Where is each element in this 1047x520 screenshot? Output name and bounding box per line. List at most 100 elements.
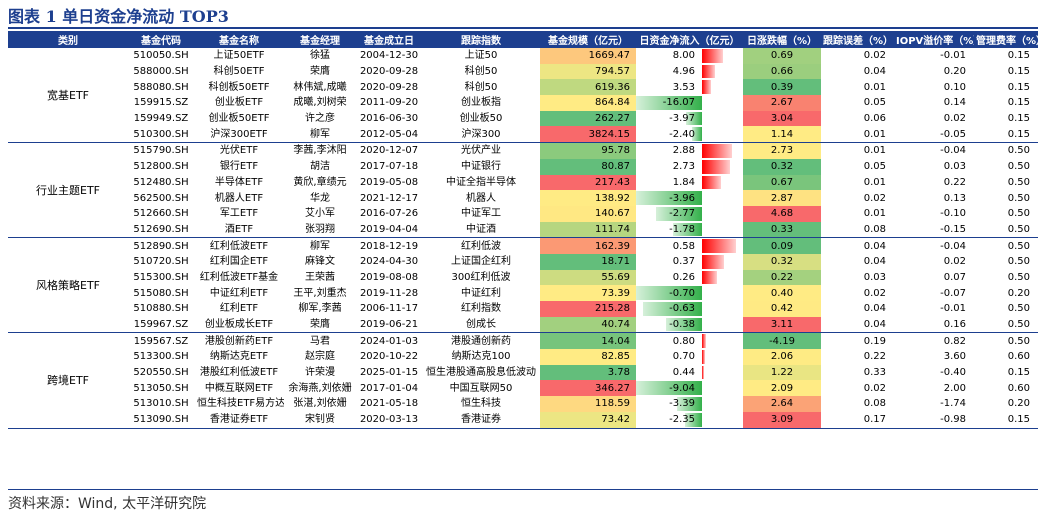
tracking-error: 0.05 [863, 161, 886, 173]
table-row: 513300.SH 纳斯达克ETF 赵宗庭 2020-10-22 纳斯达克100 82.8… [8, 349, 1038, 365]
daily-change: 0.32 [743, 158, 821, 175]
net-inflow-value: 0.37 [672, 256, 695, 268]
tracking-error: 0.22 [863, 351, 886, 363]
fund-name: 创业板ETF [214, 97, 264, 109]
net-inflow: -2.77 [636, 206, 743, 222]
fund-manager: 宋钊贤 [284, 411, 356, 429]
tracking-error: 0.02 [863, 287, 886, 299]
net-inflow: 0.80 [636, 333, 743, 349]
net-inflow: 2.73 [636, 159, 743, 175]
fund-code: 588080.SH [133, 81, 189, 93]
iopv-premium: 0.20 [943, 66, 966, 78]
table-row: 512480.SH 半导体ETF 黄欣,章绩元 2019-05-08 中证全指半导体 21… [8, 174, 1038, 191]
fund-name: 港股红利低波ETF [199, 367, 279, 379]
tracking-error: 0.04 [863, 240, 886, 252]
flow-bar [702, 239, 737, 253]
tracking-index: 创业板50 [459, 113, 503, 125]
inception-date: 2006-11-17 [359, 303, 419, 315]
fund-manager: 马君 [310, 335, 330, 347]
fund-code: 513010.SH [133, 398, 189, 410]
inception-date: 2018-12-19 [359, 240, 419, 252]
iopv-premium: 0.03 [943, 161, 966, 173]
inception-date: 2024-01-03 [359, 335, 419, 347]
management-fee: 0.50 [1007, 208, 1030, 220]
tracking-index: 红利低波 [461, 240, 501, 252]
col-header: 跟踪误差（%） [821, 31, 894, 48]
fund-code: 159915.SZ [133, 97, 189, 109]
fund-scale: 111.74 [540, 221, 636, 239]
iopv-premium: -0.40 [940, 367, 966, 379]
daily-change: 2.67 [743, 95, 821, 111]
col-header: 基金规模（亿元） [540, 31, 636, 48]
tracking-error: 0.08 [821, 221, 894, 239]
flow-bar [666, 317, 703, 332]
net-inflow-value: -16.07 [662, 97, 695, 109]
management-fee: 0.15 [1007, 113, 1030, 125]
net-inflow: -2.35 [636, 411, 743, 429]
col-header: 日涨跌幅（%） [743, 31, 821, 48]
net-inflow: -9.04 [636, 380, 743, 396]
inception-date: 2004-12-30 [359, 50, 419, 62]
fund-scale: 18.71 [540, 253, 636, 270]
net-inflow-value: 2.88 [672, 145, 695, 157]
iopv-premium: -0.10 [940, 208, 966, 220]
fund-name: 港股创新药ETF [204, 335, 274, 347]
fund-manager: 胡洁 [310, 161, 330, 173]
fund-scale: 1669.47 [540, 48, 636, 64]
fund-scale: 3.78 [540, 364, 636, 381]
inception-date: 2025-01-15 [359, 367, 419, 379]
net-inflow: -1.78 [636, 221, 743, 239]
iopv-premium: 0.13 [943, 192, 966, 204]
flow-bar [685, 111, 703, 126]
tracking-error: 0.04 [863, 256, 886, 268]
management-fee: 0.50 [1007, 256, 1030, 268]
inception-date: 2017-01-04 [359, 382, 419, 394]
flow-bar [702, 80, 712, 95]
net-inflow-value: -2.35 [669, 414, 695, 426]
net-inflow-value: 3.53 [672, 81, 695, 93]
fund-manager: 许荣漫 [305, 367, 335, 379]
tracking-error: 0.17 [821, 411, 894, 429]
source-note: 资料来源：Wind, 太平洋研究院 [8, 496, 207, 512]
tracking-error: 0.02 [863, 50, 886, 62]
net-inflow-value: -9.04 [669, 382, 695, 394]
fund-scale: 864.84 [540, 95, 636, 111]
net-inflow-value: 0.26 [672, 271, 695, 283]
tracking-error: 0.19 [863, 335, 886, 347]
iopv-premium: 0.22 [943, 176, 966, 188]
daily-change: 0.33 [743, 221, 821, 239]
net-inflow: -16.07 [636, 95, 743, 111]
net-inflow-value: -0.63 [669, 303, 695, 315]
table-row: 510720.SH 红利国企ETF 麻锋文 2024-04-30 上证国企红利 18.71… [8, 253, 1038, 270]
fund-code: 159967.SZ [128, 316, 194, 334]
net-inflow-value: -3.96 [669, 192, 695, 204]
tracking-error: 0.06 [863, 113, 886, 125]
fund-name: 红利ETF [219, 303, 259, 315]
management-fee: 0.50 [974, 221, 1038, 239]
fund-name: 创业板成长ETF [194, 316, 284, 334]
col-header: 基金成立日 [356, 31, 422, 48]
management-fee: 0.60 [1007, 382, 1030, 394]
fund-name: 科创50ETF [213, 66, 265, 78]
table-row: 159949.SZ 创业板50ETF 许之彦 2016-06-30 创业板50 262.2… [8, 110, 1038, 127]
fund-manager: 林伟斌,成曦 [293, 81, 347, 93]
net-inflow-value: 2.73 [672, 161, 695, 173]
management-fee: 0.15 [974, 126, 1038, 144]
fund-manager: 许之彦 [305, 113, 335, 125]
net-inflow-value: -2.77 [669, 208, 695, 220]
inception-date: 2017-07-18 [359, 161, 419, 173]
table-row: 159967.SZ 创业板成长ETF 荣膺 2019-06-21 创成长 40.74 -0.… [8, 316, 1038, 334]
tracking-index: 恒生科技 [461, 398, 501, 410]
tracking-index: 中证酒 [422, 221, 540, 239]
daily-change: 1.14 [743, 126, 821, 144]
table-row: 512660.SH 军工ETF 艾小军 2016-07-26 中证军工 140.67 -2.… [8, 205, 1038, 222]
category-label: 宽基ETF [8, 48, 128, 144]
daily-change: 2.73 [743, 142, 821, 159]
management-fee: 0.50 [1007, 176, 1030, 188]
iopv-premium: 0.02 [943, 113, 966, 125]
fund-manager: 李茜,李沐阳 [293, 145, 347, 157]
daily-change: 0.69 [743, 48, 821, 64]
fund-scale: 346.27 [540, 380, 636, 397]
tracking-index: 中证红利 [461, 287, 501, 299]
tracking-index: 沪深300 [422, 126, 540, 144]
